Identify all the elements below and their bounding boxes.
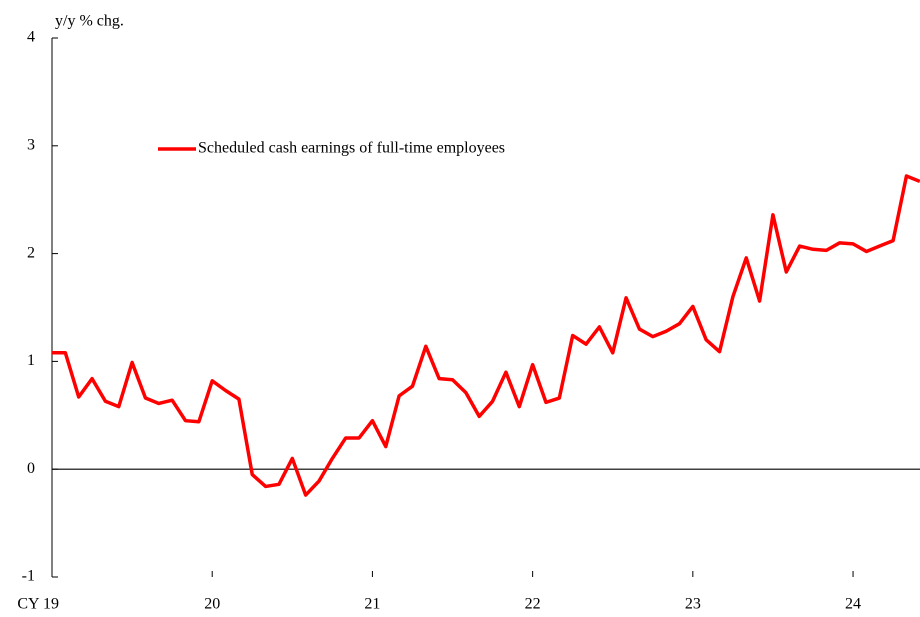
x-tick-label: 24 — [845, 596, 861, 613]
y-tick-label: 4 — [27, 29, 35, 46]
y-tick-label: 2 — [27, 244, 35, 261]
line-series — [52, 174, 920, 497]
x-tick-label: 20 — [204, 596, 220, 613]
y-tick-label: 1 — [27, 352, 35, 369]
y-tick-label: 0 — [27, 460, 35, 477]
legend-label: Scheduled cash earnings of full-time emp… — [198, 140, 505, 157]
y-axis-label: y/y % chg. — [55, 13, 124, 30]
y-tick-label: -1 — [22, 568, 35, 585]
x-tick-label: CY 19 — [17, 596, 59, 613]
x-tick-label: 23 — [685, 596, 701, 613]
y-tick-label: 3 — [27, 136, 35, 153]
x-tick-label: 22 — [525, 596, 541, 613]
x-tick-label: 21 — [364, 596, 380, 613]
